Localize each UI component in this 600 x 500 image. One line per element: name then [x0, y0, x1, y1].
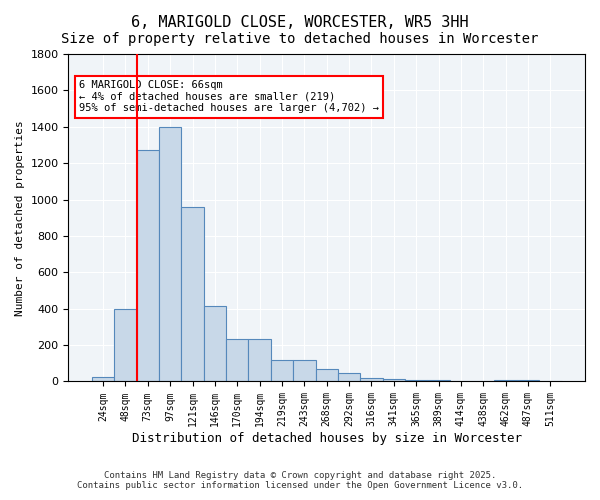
Text: 6, MARIGOLD CLOSE, WORCESTER, WR5 3HH: 6, MARIGOLD CLOSE, WORCESTER, WR5 3HH: [131, 15, 469, 30]
Y-axis label: Number of detached properties: Number of detached properties: [15, 120, 25, 316]
Bar: [181, 207, 204, 382]
Bar: [159, 127, 181, 382]
Bar: [517, 380, 539, 382]
Bar: [494, 380, 517, 382]
Bar: [316, 368, 338, 382]
Bar: [472, 380, 494, 382]
Bar: [226, 338, 248, 382]
Bar: [271, 360, 293, 382]
Bar: [450, 380, 472, 382]
Bar: [383, 378, 405, 382]
Bar: [405, 380, 427, 382]
Bar: [137, 150, 159, 382]
Bar: [360, 378, 383, 382]
Bar: [427, 380, 450, 382]
Text: Size of property relative to detached houses in Worcester: Size of property relative to detached ho…: [61, 32, 539, 46]
Bar: [338, 374, 360, 382]
Text: Contains HM Land Registry data © Crown copyright and database right 2025.
Contai: Contains HM Land Registry data © Crown c…: [77, 470, 523, 490]
Bar: [539, 380, 562, 382]
Bar: [204, 306, 226, 382]
Text: 6 MARIGOLD CLOSE: 66sqm
← 4% of detached houses are smaller (219)
95% of semi-de: 6 MARIGOLD CLOSE: 66sqm ← 4% of detached…: [79, 80, 379, 114]
Bar: [293, 360, 316, 382]
X-axis label: Distribution of detached houses by size in Worcester: Distribution of detached houses by size …: [132, 432, 522, 445]
Bar: [248, 338, 271, 382]
Bar: [92, 377, 114, 382]
Bar: [114, 308, 137, 382]
